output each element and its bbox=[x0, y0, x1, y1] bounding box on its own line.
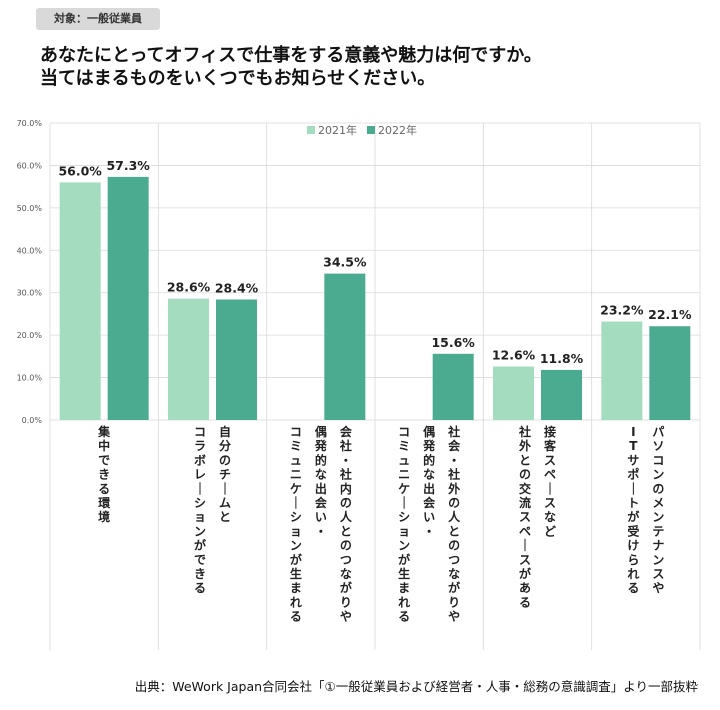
category-label: 自分のチ｜ムと コラボレ｜ションができる bbox=[194, 424, 231, 595]
bar-2022 bbox=[541, 369, 582, 420]
y-tick-label: 60.0% bbox=[17, 161, 43, 170]
chart-title: あなたにとってオフィスで仕事をする意義や魅力は何ですか。 当てはまるものをいくつ… bbox=[40, 44, 542, 90]
bar-2022 bbox=[216, 299, 257, 420]
title-line-1: あなたにとってオフィスで仕事をする意義や魅力は何ですか。 bbox=[40, 45, 542, 66]
target-audience-tag: 対象：一般従業員 bbox=[36, 8, 160, 30]
legend-label-2022: 2022年 bbox=[378, 123, 417, 137]
data-label: 28.6% bbox=[167, 280, 211, 295]
title-line-2: 当てはまるものをいくつでもお知らせください。 bbox=[40, 68, 436, 89]
data-label: 11.8% bbox=[540, 351, 584, 366]
legend-label-2021: 2021年 bbox=[318, 123, 357, 137]
data-label: 23.2% bbox=[600, 303, 644, 318]
y-tick-label: 50.0% bbox=[17, 204, 43, 213]
y-tick-label: 40.0% bbox=[17, 246, 43, 255]
bar-2022 bbox=[107, 176, 149, 420]
bar-2022 bbox=[649, 326, 691, 420]
category-label: パソコンのメンテナンスや I T サポ｜トが受けられる bbox=[627, 425, 664, 595]
bar-2021 bbox=[168, 298, 209, 420]
category-label-line: コミュニケ｜ションが生まれる bbox=[290, 425, 302, 624]
data-label: 22.1% bbox=[648, 307, 692, 322]
category-label-line: コミュニケ｜ションが生まれる bbox=[398, 425, 410, 624]
category-label-line: 会社・社内の人とのつながりや bbox=[339, 424, 353, 624]
y-tick-label: 30.0% bbox=[17, 289, 43, 298]
category-label-line: 自分のチ｜ムと bbox=[219, 424, 231, 524]
data-label: 57.3% bbox=[106, 158, 150, 173]
data-label: 34.5% bbox=[323, 255, 367, 270]
category-label-line: 集中できる環境 bbox=[97, 424, 111, 524]
category-label-line: 社会・社外の人とのつながりや bbox=[447, 424, 461, 624]
bar-2021 bbox=[59, 182, 101, 420]
category-label-line: I T サポ｜トが受けられる bbox=[627, 425, 639, 595]
y-tick-label: 0.0% bbox=[22, 416, 43, 425]
data-label: 56.0% bbox=[58, 163, 102, 178]
bar-2022 bbox=[432, 353, 474, 420]
data-label: 12.6% bbox=[492, 348, 536, 363]
legend-swatch-2022 bbox=[367, 126, 375, 134]
bar-2021 bbox=[601, 321, 643, 420]
bar-2022 bbox=[324, 273, 366, 420]
category-label-line: コラボレ｜ションができる bbox=[194, 425, 206, 595]
y-tick-label: 20.0% bbox=[17, 331, 43, 340]
y-tick-label: 10.0% bbox=[17, 374, 43, 383]
category-label-line: 社外との交流スペ｜スがある bbox=[518, 424, 531, 609]
data-label: 15.6% bbox=[431, 335, 475, 350]
source-note: 出典：WeWork Japan合同会社「①一般従業員および経営者・人事・総務の意… bbox=[134, 679, 698, 694]
category-label-line: 接客スペ｜スなど bbox=[543, 424, 557, 538]
category-label-line: 偶発的な出会い・ bbox=[422, 424, 436, 538]
category-label: 集中できる環境 bbox=[97, 424, 111, 524]
data-label: 28.4% bbox=[215, 281, 259, 296]
category-label-line: パソコンのメンテナンスや bbox=[652, 425, 664, 595]
category-label-line: 偶発的な出会い・ bbox=[314, 424, 328, 538]
y-tick-label: 70.0% bbox=[17, 119, 43, 128]
bar-2021 bbox=[493, 366, 534, 420]
legend-swatch-2021 bbox=[307, 126, 315, 134]
